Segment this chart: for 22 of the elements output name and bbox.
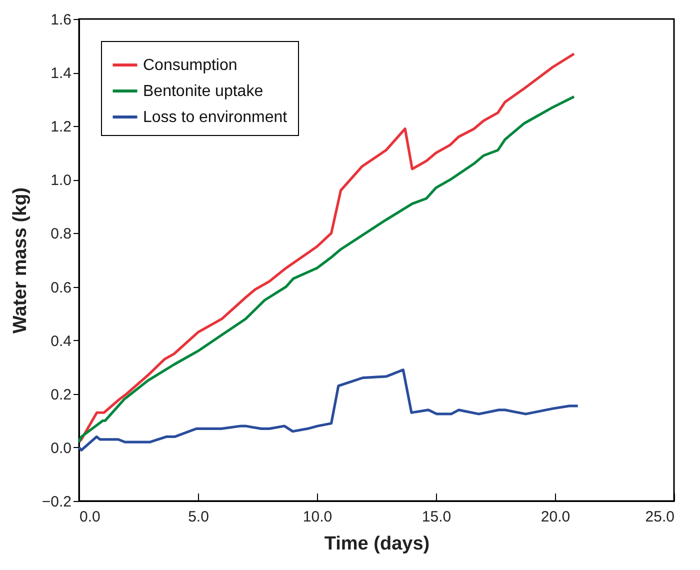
y-tick-label: 1.2 xyxy=(50,118,72,136)
x-axis-title: Time (days) xyxy=(324,534,430,554)
y-tick-label: 0.2 xyxy=(50,386,72,404)
y-tick-label: 0.0 xyxy=(50,440,72,457)
y-tick-label: −0.2 xyxy=(42,494,72,510)
y-tick-label: 0.4 xyxy=(50,332,72,350)
x-tick-label: 10.0 xyxy=(302,508,332,526)
legend-label: Consumption xyxy=(143,57,238,74)
legend-label: Bentonite uptake xyxy=(143,83,264,100)
x-tick-label: 20.0 xyxy=(540,508,570,526)
line-series xyxy=(78,368,580,452)
legend-label: Loss to environment xyxy=(143,109,288,126)
y-tick-label: 0.8 xyxy=(50,226,72,243)
x-tick-label: 0.0 xyxy=(80,508,100,526)
x-tick-label: 15.0 xyxy=(422,508,452,526)
y-axis-title: Water mass (kg) xyxy=(10,187,31,334)
y-tick-label: 1.0 xyxy=(50,172,72,190)
y-tick-label: 1.4 xyxy=(50,65,72,82)
y-tick-label: 1.6 xyxy=(50,12,72,28)
x-tick-label: 25.0 xyxy=(645,508,674,526)
y-tick-label: 0.6 xyxy=(50,279,72,296)
x-tick-label: 5.0 xyxy=(188,508,209,526)
